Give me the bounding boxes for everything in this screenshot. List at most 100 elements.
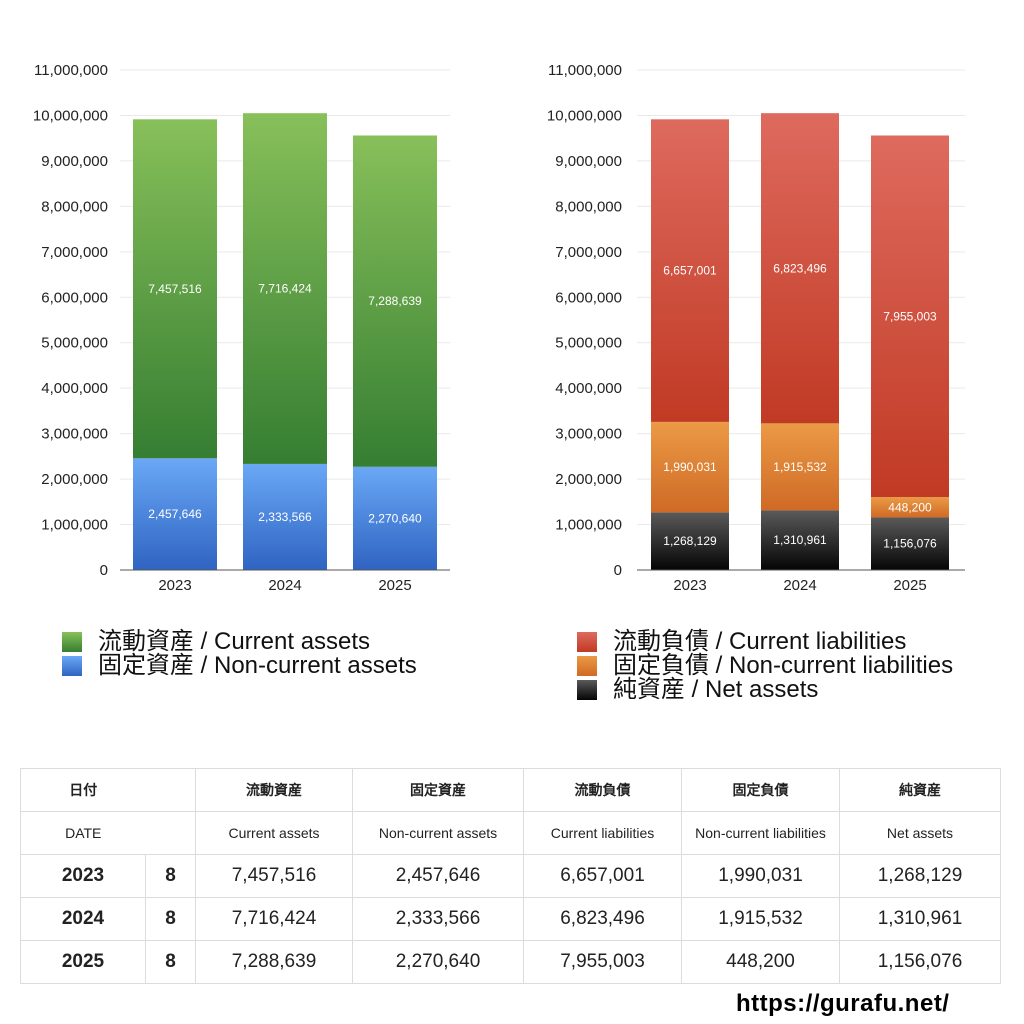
y-tick-label: 3,000,000 [555, 426, 622, 443]
y-tick-label: 10,000,000 [33, 107, 108, 124]
header-date-en: DATE [20, 811, 146, 855]
data-label: 1,915,532 [773, 460, 827, 474]
header-noncurrent-assets-en: Non-current assets [352, 811, 524, 855]
legend-label-current-assets: 流動資産 / Current assets [98, 628, 371, 655]
y-tick-label: 0 [100, 562, 108, 579]
y-tick-label: 2,000,000 [41, 471, 108, 488]
cell-current-assets: 7,716,424 [195, 897, 353, 941]
data-table: 日付 流動資産 固定資産 流動負債 固定負債 純資産 DATE Current … [20, 768, 1001, 984]
y-tick-label: 2,000,000 [555, 471, 622, 488]
bar-segment [651, 119, 729, 422]
legend-swatch-current-assets [62, 632, 82, 652]
header-month-en [145, 811, 196, 855]
cell-noncurrent-assets: 2,457,646 [352, 854, 524, 898]
legend-label-noncurrent-assets: 固定資産 / Non-current assets [98, 652, 417, 679]
bar-segment [133, 458, 217, 570]
y-tick-label: 8,000,000 [555, 198, 622, 215]
header-net-assets-en: Net assets [839, 811, 1001, 855]
cell-noncurrent-liabilities: 1,915,532 [681, 897, 840, 941]
y-tick-label: 3,000,000 [41, 426, 108, 443]
bar-segment [353, 466, 437, 570]
cell-current-assets: 7,457,516 [195, 854, 353, 898]
data-label: 6,657,001 [663, 264, 717, 278]
cell-net-assets: 1,310,961 [839, 897, 1001, 941]
bar-segment [243, 463, 327, 570]
y-tick-label: 9,000,000 [555, 153, 622, 170]
table-row: 2023 8 7,457,516 2,457,646 6,657,001 1,9… [20, 854, 1001, 898]
table-row: 2025 8 7,288,639 2,270,640 7,955,003 448… [20, 940, 1001, 984]
cell-noncurrent-liabilities: 448,200 [681, 940, 840, 984]
legend-item-noncurrent-liabilities: 固定負債 / Non-current liabilities [577, 654, 953, 678]
liabilities-chart: 0 1,000,000 2,000,000 3,000,000 4,000,000 5,0… [547, 62, 965, 594]
header-month-jp [145, 768, 196, 812]
y-tick-label: 4,000,000 [41, 380, 108, 397]
y-tick-label: 0 [614, 562, 622, 579]
legend-label-current-liabilities: 流動負債 / Current liabilities [613, 628, 907, 655]
y-tick-label: 5,000,000 [41, 335, 108, 352]
cell-net-assets: 1,156,076 [839, 940, 1001, 984]
x-tick-label: 2024 [268, 577, 301, 594]
cell-noncurrent-liabilities: 1,990,031 [681, 854, 840, 898]
legend-item-current-assets: 流動資産 / Current assets [62, 630, 417, 654]
header-current-assets-en: Current assets [195, 811, 353, 855]
bar-segment [243, 113, 327, 464]
data-label: 6,823,496 [773, 261, 827, 275]
header-noncurrent-liabilities-jp: 固定負債 [681, 768, 840, 812]
bar-segment [761, 423, 839, 511]
row-month: 8 [145, 940, 196, 984]
row-month: 8 [145, 854, 196, 898]
data-label: 7,955,003 [883, 309, 937, 323]
header-noncurrent-assets-jp: 固定資産 [352, 768, 524, 812]
header-date-jp: 日付 [20, 768, 146, 812]
bar-segment [133, 119, 217, 459]
row-year: 2023 [20, 854, 146, 898]
data-label: 7,457,516 [148, 282, 202, 296]
x-tick-label: 2025 [378, 577, 411, 594]
cell-current-liabilities: 7,955,003 [523, 940, 682, 984]
data-label: 1,310,961 [773, 533, 827, 547]
charts-area: 0 1,000,000 2,000,000 3,000,000 4,000,000 5,0… [33, 62, 965, 594]
row-year: 2025 [20, 940, 146, 984]
data-label: 448,200 [888, 500, 932, 514]
table-row: 2024 8 7,716,424 2,333,566 6,823,496 1,9… [20, 897, 1001, 941]
x-tick-label: 2025 [893, 577, 926, 594]
table-header-jp: 日付 流動資産 固定資産 流動負債 固定負債 純資産 [20, 768, 1001, 812]
bar-segment [871, 497, 949, 518]
y-tick-label: 10,000,000 [547, 107, 622, 124]
assets-chart: 0 1,000,000 2,000,000 3,000,000 4,000,000 5,0… [33, 62, 450, 594]
y-tick-label: 1,000,000 [555, 517, 622, 534]
table-header-en: DATE Current assets Non-current assets C… [20, 811, 1001, 855]
row-month: 8 [145, 897, 196, 941]
y-tick-label: 11,000,000 [34, 62, 108, 79]
x-tick-label: 2024 [783, 577, 816, 594]
site-url: https://gurafu.net/ [736, 990, 950, 1017]
y-tick-label: 7,000,000 [41, 244, 108, 261]
header-net-assets-jp: 純資産 [839, 768, 1001, 812]
legend-swatch-net-assets [577, 680, 597, 700]
x-tick-label: 2023 [158, 577, 191, 594]
y-tick-label: 9,000,000 [41, 153, 108, 170]
data-label: 2,457,646 [148, 507, 202, 521]
bar-segment [651, 421, 729, 513]
bar-segment [761, 113, 839, 424]
cell-net-assets: 1,268,129 [839, 854, 1001, 898]
cell-current-liabilities: 6,657,001 [523, 854, 682, 898]
data-label: 2,333,566 [258, 510, 312, 524]
row-year: 2024 [20, 897, 146, 941]
legend-item-current-liabilities: 流動負債 / Current liabilities [577, 630, 953, 654]
header-noncurrent-liabilities-en: Non-current liabilities [681, 811, 840, 855]
y-tick-label: 6,000,000 [41, 289, 108, 306]
bar-segment [871, 135, 949, 498]
bar-segment [651, 512, 729, 570]
assets-legend: 流動資産 / Current assets 固定資産 / Non-current… [62, 630, 417, 678]
cell-current-assets: 7,288,639 [195, 940, 353, 984]
cell-noncurrent-assets: 2,333,566 [352, 897, 524, 941]
y-tick-label: 4,000,000 [555, 380, 622, 397]
data-label: 7,716,424 [258, 282, 312, 296]
bar-segment [353, 135, 437, 467]
cell-noncurrent-assets: 2,270,640 [352, 940, 524, 984]
y-tick-label: 6,000,000 [555, 289, 622, 306]
liabilities-legend: 流動負債 / Current liabilities 固定負債 / Non-cu… [577, 630, 953, 702]
data-label: 7,288,639 [368, 294, 422, 308]
data-label: 2,270,640 [368, 511, 422, 525]
